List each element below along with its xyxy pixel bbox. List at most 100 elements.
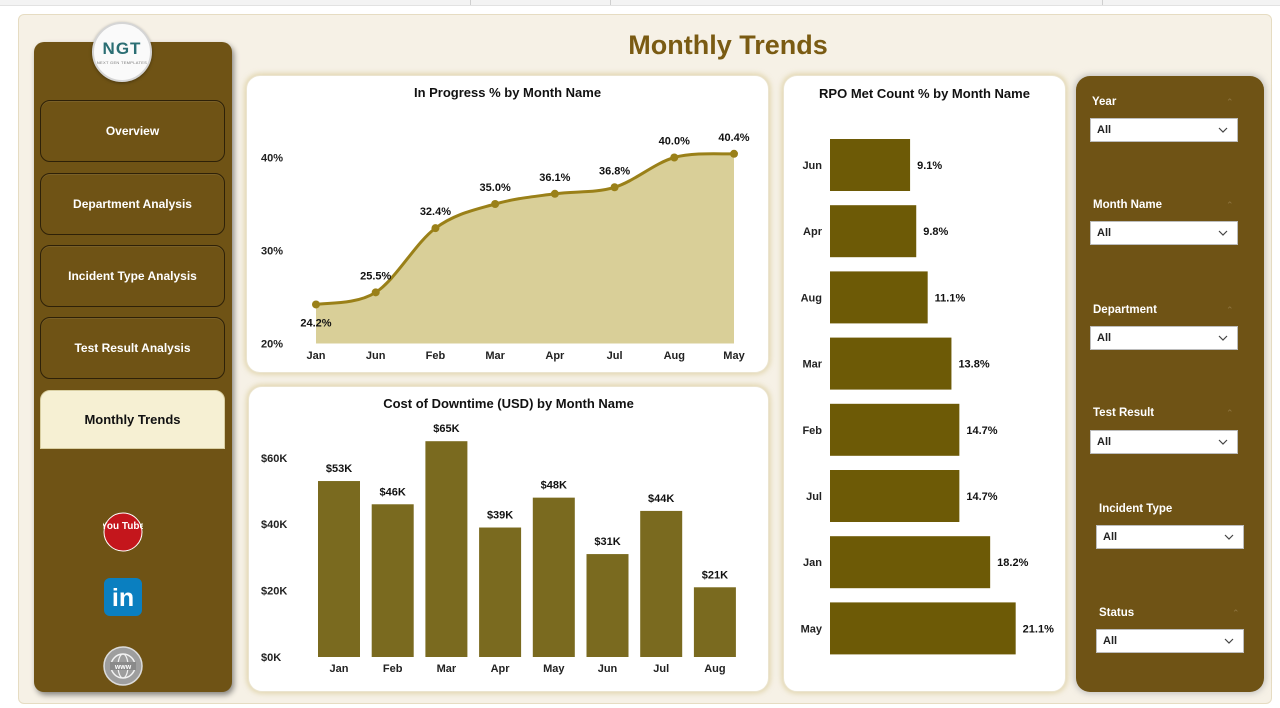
data-point — [550, 189, 559, 198]
youtube-icon: You Tube — [103, 512, 143, 552]
linkedin-icon: in — [104, 578, 142, 616]
nav-item-label: Incident Type Analysis — [68, 269, 197, 283]
filter-collapse-icon[interactable]: ⌃ — [1226, 305, 1234, 315]
filter-collapse-icon[interactable]: ⌃ — [1226, 408, 1234, 418]
nav-item-label: Test Result Analysis — [74, 341, 191, 355]
data-label: 32.4% — [420, 206, 451, 218]
x-tick-label: Apr — [491, 663, 511, 675]
data-label: 40.4% — [718, 132, 749, 144]
chart-title: RPO Met Count % by Month Name — [819, 86, 1030, 101]
bar — [586, 554, 629, 657]
y-tick-label: Aug — [801, 292, 822, 304]
bar — [318, 481, 360, 657]
chevron-down-icon — [1218, 127, 1228, 133]
nav-item-label: Department Analysis — [73, 197, 192, 211]
bar — [532, 497, 575, 657]
data-label: 24.2% — [300, 317, 331, 329]
data-label: 9.8% — [923, 226, 948, 238]
linkedin-icon-text: in — [112, 584, 134, 612]
filter-collapse-icon[interactable]: ⌃ — [1226, 97, 1234, 107]
chevron-down-icon — [1218, 230, 1228, 236]
filter-select-department[interactable]: All — [1090, 326, 1238, 350]
filter-value: All — [1103, 635, 1118, 647]
series-line — [315, 152, 735, 306]
filter-select-status[interactable]: All — [1096, 629, 1244, 653]
data-point — [371, 288, 380, 297]
nav-item-monthly-trends[interactable]: Monthly Trends — [40, 390, 225, 449]
strip-divider — [1102, 0, 1103, 5]
chevron-down-icon — [1224, 534, 1234, 540]
chevron-down-icon — [1218, 335, 1228, 341]
nav-item-department-analysis[interactable]: Department Analysis — [40, 173, 225, 235]
data-point — [730, 149, 738, 158]
nav-item-test-result-analysis[interactable]: Test Result Analysis — [40, 317, 225, 379]
bar — [830, 470, 960, 522]
y-tick-label: $40K — [261, 519, 287, 531]
data-label: 14.7% — [966, 425, 997, 437]
top-strip — [0, 0, 1280, 6]
filter-select-incident-type[interactable]: All — [1096, 525, 1244, 549]
x-tick-label: Jul — [607, 350, 623, 362]
x-tick-label: May — [543, 663, 565, 675]
bar — [830, 536, 991, 589]
bar — [830, 205, 917, 258]
y-tick-label: Feb — [802, 425, 822, 437]
x-tick-label: Aug — [664, 350, 685, 362]
filter-panel — [1076, 76, 1264, 692]
y-tick-label: Jun — [802, 160, 822, 172]
chart-title: Cost of Downtime (USD) by Month Name — [383, 396, 634, 411]
nav-item-label: Overview — [105, 124, 160, 138]
linkedin-link[interactable]: in — [103, 577, 143, 617]
chevron-down-icon — [1218, 439, 1228, 445]
filter-select-test-result[interactable]: All — [1090, 430, 1238, 454]
chevron-down-icon — [1224, 638, 1234, 644]
data-label: 9.1% — [917, 160, 942, 172]
chart-title: In Progress % by Month Name — [413, 85, 602, 100]
data-label: $53K — [326, 463, 352, 475]
x-tick-label: May — [723, 350, 745, 362]
globe-icon: www — [103, 646, 143, 686]
y-tick-label: May — [801, 623, 823, 635]
downtime-cost-chart-card: Cost of Downtime (USD) by Month Name $0K… — [248, 386, 769, 692]
filter-value: All — [1097, 332, 1112, 344]
data-label: 36.8% — [599, 165, 630, 177]
y-tick-label: Apr — [803, 226, 823, 238]
nav-item-overview[interactable]: Overview — [40, 100, 225, 162]
x-tick-label: Apr — [545, 350, 565, 362]
data-label: 36.1% — [539, 172, 570, 184]
x-tick-label: Feb — [383, 663, 403, 675]
filter-value: All — [1097, 227, 1112, 239]
filter-collapse-icon[interactable]: ⌃ — [1232, 608, 1240, 618]
youtube-icon-text: You Tube — [103, 521, 143, 532]
filter-collapse-icon[interactable]: ⌃ — [1226, 200, 1234, 210]
y-tick-label: 40% — [261, 153, 283, 165]
data-label: $44K — [648, 493, 674, 505]
bar — [693, 587, 736, 657]
data-label: 35.0% — [480, 182, 511, 194]
data-point — [431, 224, 440, 233]
globe-icon-text: www — [114, 664, 132, 671]
x-tick-label: Mar — [485, 350, 505, 362]
nav-item-incident-type-analysis[interactable]: Incident Type Analysis — [40, 245, 225, 307]
page-title: Monthly Trends — [628, 30, 828, 60]
logo-tagline: NEXT GEN TEMPLATES — [96, 59, 148, 65]
data-label: 21.1% — [1023, 623, 1054, 635]
data-label: $31K — [594, 536, 620, 548]
website-link[interactable]: www — [103, 646, 143, 686]
x-tick-label: Jan — [330, 663, 349, 675]
filter-select-month-name[interactable]: All — [1090, 221, 1238, 245]
y-tick-label: 20% — [261, 339, 283, 351]
data-point — [670, 153, 679, 162]
bar — [830, 403, 960, 456]
logo-text: NGT — [102, 38, 142, 58]
downtime-cost-bar-chart: $0K $20K $40K $60K $53K Jan $46K Feb $65K Mar $39K… — [261, 423, 736, 675]
in-progress-area-chart: 20% 30% 40% 24.2% Jan 25.5% Jun 32.4% Feb 35.0% Ma… — [261, 132, 750, 362]
youtube-link[interactable]: You Tube — [103, 512, 143, 552]
filter-label-month-name: Month Name — [1093, 199, 1162, 211]
data-label: 11.1% — [935, 292, 966, 304]
data-point — [491, 200, 500, 208]
filter-select-year[interactable]: All — [1090, 118, 1238, 142]
filter-label-status: Status — [1099, 607, 1135, 619]
data-label: $65K — [433, 423, 459, 435]
x-tick-label: Feb — [426, 350, 446, 362]
